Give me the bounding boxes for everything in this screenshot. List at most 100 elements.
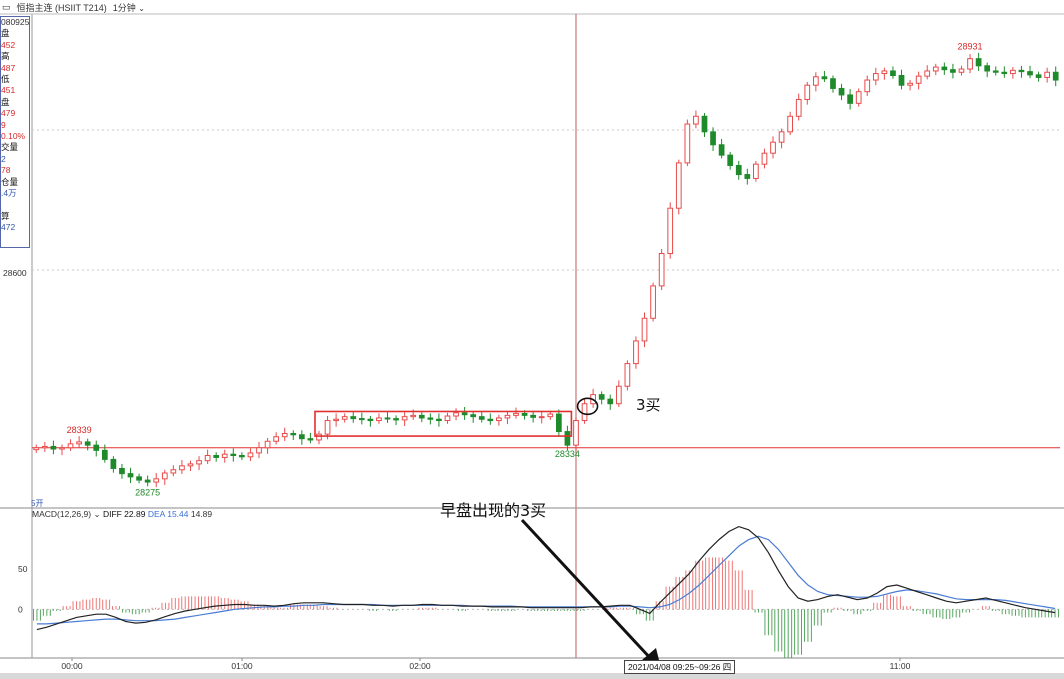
instrument-title[interactable]: 恒指主连 (HSIIT T214) [16, 2, 107, 13]
candle-body [436, 418, 442, 422]
candle-body [144, 479, 151, 483]
info-line: 算 [1, 210, 10, 221]
candle-body [761, 152, 768, 165]
candle-body [864, 79, 871, 93]
info-line: 452 [1, 39, 16, 50]
candle-body [915, 75, 922, 84]
candle-body [281, 432, 288, 438]
candle-body [701, 115, 708, 133]
candle-body [247, 452, 254, 458]
macd-diff-line [36, 525, 1056, 631]
candle-body [478, 416, 485, 420]
candle-body [684, 123, 691, 164]
candle-body [1044, 71, 1051, 78]
info-line: 交量 [1, 142, 19, 153]
candle-body [830, 78, 836, 89]
info-line: 高 [1, 51, 10, 62]
candle-body [1001, 71, 1008, 75]
candle-body [187, 463, 194, 467]
candle-body [855, 91, 862, 104]
candle-body [812, 76, 819, 86]
candle-body [513, 412, 519, 416]
candle-body [958, 68, 965, 73]
candle-body [67, 443, 74, 449]
candle-body [633, 340, 639, 365]
candle-body [136, 476, 142, 481]
candle-body [744, 174, 751, 179]
consolidation-box [314, 410, 573, 437]
info-line: 479 [1, 108, 16, 119]
volume-badge: 5开 [31, 499, 44, 508]
candle-body [418, 414, 425, 419]
candle-body [1018, 69, 1025, 73]
candle-body [598, 394, 605, 400]
candle-body [504, 414, 511, 419]
candle-body [530, 414, 537, 418]
candle-body [538, 416, 545, 419]
candle-body [624, 363, 631, 387]
timeframe-select[interactable]: 1分钟 ⌄ [113, 1, 145, 14]
macd-value: 14.89 [190, 509, 213, 519]
candle-body [324, 420, 331, 435]
price-label: 28931 [958, 42, 983, 52]
info-line: 9 [1, 119, 6, 130]
candle-body [341, 416, 348, 420]
candle-body [718, 144, 725, 156]
info-line: 0.10% [1, 131, 26, 142]
macd-params[interactable]: MACD(12,26,9) [32, 509, 92, 519]
candle-body [230, 453, 237, 457]
chart-toolbar: ▭ 恒指主连 (HSIIT T214) 1分钟 ⌄ [0, 0, 145, 14]
candle-body [847, 94, 853, 104]
candle-body [1010, 69, 1016, 75]
candle-body [316, 433, 322, 441]
macd-dea-line [36, 535, 1056, 625]
candle-body [41, 445, 48, 449]
price-label: 28275 [135, 487, 160, 497]
candle-body [179, 465, 185, 471]
candle-body [110, 458, 117, 469]
x-tick-label: 11:00 [890, 661, 911, 671]
candle-body [119, 467, 125, 475]
candle-body [427, 417, 434, 420]
candle-body [161, 472, 168, 480]
candle-body [693, 115, 699, 125]
chart-badge-icon: ▭ [2, 1, 11, 12]
candle-body [358, 418, 365, 421]
candle-body [804, 84, 811, 100]
candle-body [101, 449, 108, 460]
candle-body [924, 70, 931, 77]
candle-body [196, 460, 202, 465]
candle-body [890, 70, 896, 77]
candle-body [787, 115, 794, 133]
candle-body [93, 444, 100, 451]
quote-info-panel: 080925 盘 452 高 487 低 451 盘 479 9 0.10% 交量 2 78 仓量 .4万 算… [0, 16, 30, 248]
candle-body [76, 441, 82, 445]
info-line: 盘 [1, 96, 10, 107]
x-tick-label: 02:00 [409, 661, 431, 671]
chevron-down-icon: ⌄ [138, 3, 145, 13]
candle-body [753, 163, 759, 179]
candle-body [333, 418, 339, 422]
timeframe-label: 1分钟 [112, 2, 136, 13]
x-tick-label: 01:00 [231, 661, 253, 671]
candle-body [461, 412, 468, 416]
chevron-down-icon[interactable]: ⌄ [93, 509, 101, 519]
candle-body [376, 417, 382, 422]
candle-body [573, 420, 579, 446]
buy-signal-circle [576, 397, 599, 416]
candle-body [564, 431, 571, 446]
macd-tick-label: 50 [18, 564, 28, 574]
candle-body [170, 469, 177, 474]
candle-body [401, 416, 408, 421]
info-line: 472 [1, 222, 16, 233]
macd-tick-label: 0 [18, 604, 23, 614]
candle-body [650, 285, 656, 319]
candle-body [350, 416, 357, 420]
candle-body [273, 436, 280, 442]
candle-body [1035, 74, 1042, 78]
candle-body [710, 131, 716, 146]
macd-header: MACD(12,26,9) ⌄ DIFF 22.89 DEA 15.44 14.… [32, 509, 212, 520]
candle-body [881, 70, 888, 75]
candle-body [967, 58, 973, 70]
